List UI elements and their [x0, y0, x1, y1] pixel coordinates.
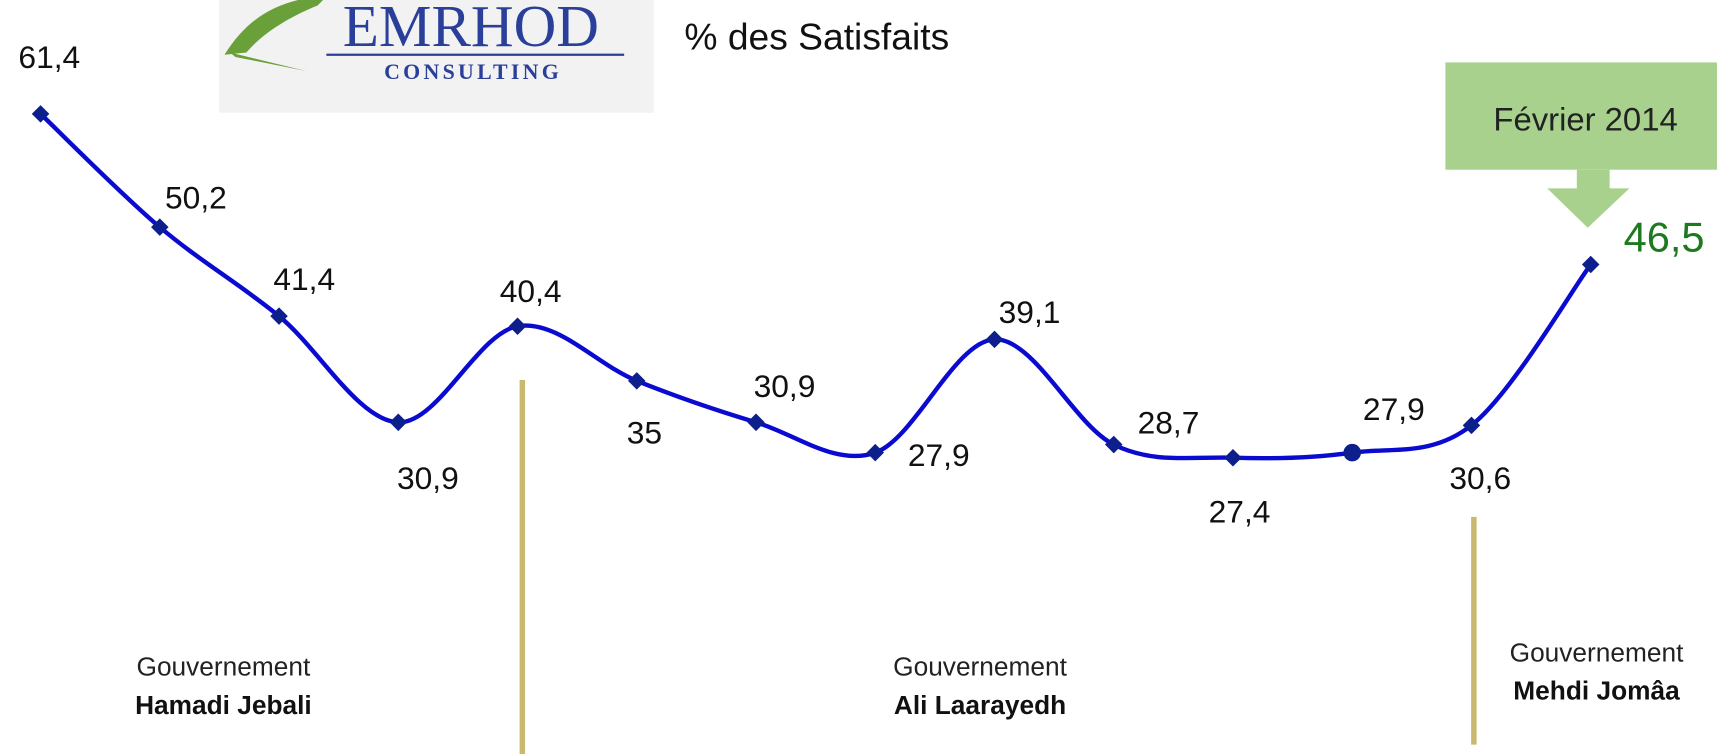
marker	[866, 443, 885, 462]
marker	[1343, 443, 1361, 462]
period-label: Gouvernement	[1510, 637, 1684, 667]
data-label: 30,9	[397, 460, 459, 496]
data-label: 46,5	[1624, 213, 1705, 260]
period-label: Gouvernement	[893, 652, 1067, 682]
logo-swoosh	[224, 0, 324, 55]
period-name: Ali Laarayedh	[894, 690, 1066, 720]
data-label: 61,4	[18, 39, 80, 75]
data-label: 30,9	[754, 368, 816, 404]
period-name: Hamadi Jebali	[135, 690, 312, 720]
data-label: 50,2	[165, 180, 227, 216]
marker	[1224, 448, 1242, 467]
marker	[508, 317, 527, 335]
marker	[747, 413, 765, 432]
marker	[628, 372, 646, 390]
data-label: 27,9	[908, 437, 970, 473]
marker	[270, 307, 288, 325]
logo-swoosh	[229, 52, 307, 72]
logo-tagline: CONSULTING	[384, 59, 562, 84]
period-name: Mehdi Jomâa	[1513, 676, 1680, 706]
data-label: 41,4	[273, 261, 335, 297]
logo-name: EMRHOD	[343, 0, 599, 59]
data-label: 28,7	[1138, 405, 1200, 441]
data-label: 27,4	[1209, 493, 1271, 529]
callout-text: Février 2014	[1493, 100, 1677, 137]
data-label: 39,1	[999, 294, 1061, 330]
callout-arrow	[1547, 169, 1630, 228]
data-label: 30,6	[1449, 460, 1511, 496]
data-label: 27,9	[1363, 391, 1425, 427]
data-label: 35	[627, 414, 662, 450]
logo-box	[219, 0, 654, 113]
marker	[985, 330, 1004, 349]
callout-box	[1445, 62, 1717, 170]
marker	[1581, 255, 1600, 274]
chart-title: % des Satisfaits	[684, 15, 949, 57]
marker	[389, 413, 408, 432]
period-label: Gouvernement	[137, 652, 311, 682]
data-label: 40,4	[500, 273, 562, 309]
